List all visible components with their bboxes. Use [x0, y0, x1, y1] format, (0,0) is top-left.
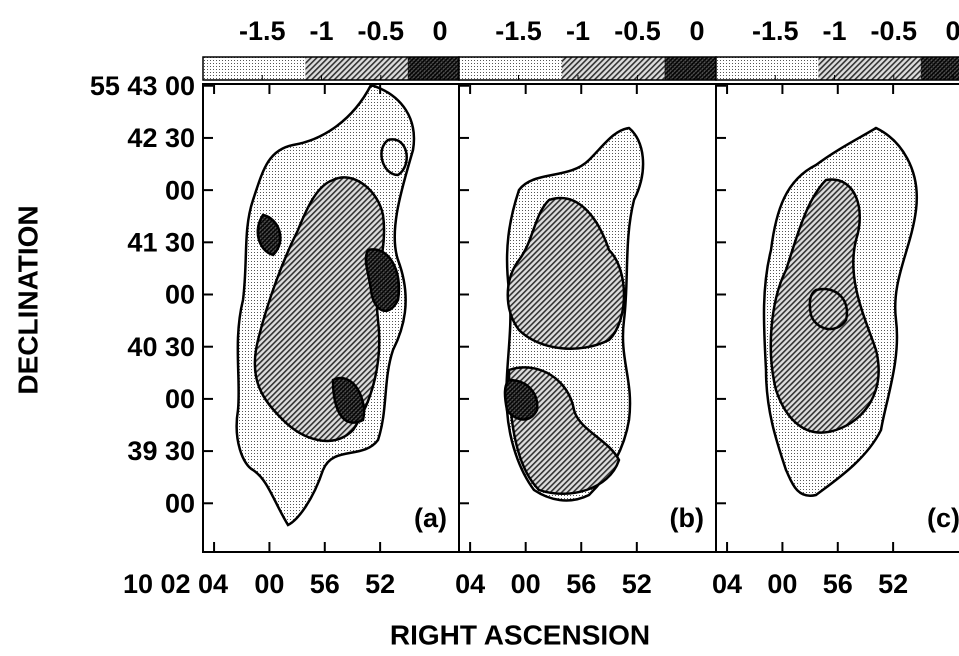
- colorbar-tick-label: -1: [823, 16, 847, 46]
- y-tick-label: 00: [165, 384, 195, 414]
- panel: -1.5 -1 -0.5 0 10 02 04 00 56 52 55 43 00 42 30 00…: [90, 16, 460, 599]
- y-tick-label: 41 30: [127, 227, 195, 257]
- colorbar-tick-label: 0: [433, 16, 448, 46]
- y-tick-label: 00: [165, 280, 195, 310]
- colorbar-tick-label: -0.5: [871, 16, 918, 46]
- contour-region: [506, 196, 626, 350]
- colorbar-segment: [203, 57, 255, 80]
- colorbar-segment: [561, 57, 614, 80]
- y-tick-label: 40 30: [127, 332, 195, 362]
- colorbar-segment: [407, 57, 460, 80]
- colorbar-tick-label: -1.5: [752, 16, 799, 46]
- x-tick-label: 04: [712, 569, 742, 599]
- contour-region: [253, 176, 386, 443]
- contour-region: [808, 287, 849, 331]
- colorbar-segment: [664, 57, 717, 80]
- colorbar-segment: [869, 57, 922, 80]
- colorbar-segment: [254, 57, 306, 80]
- panel-label: (a): [414, 503, 447, 533]
- panel: -1.5 -1 -0.5 0 04 00 56 52 (c): [712, 16, 959, 599]
- colorbar-segment: [920, 57, 959, 80]
- x-tick-label: 56: [566, 569, 596, 599]
- colorbar-segment: [356, 57, 409, 80]
- y-tick-label: 00: [165, 175, 195, 205]
- y-tick-label: 55 43 00: [90, 71, 195, 101]
- colorbar-tick-label: -1.5: [239, 16, 286, 46]
- colorbar-segment: [767, 57, 819, 80]
- colorbar-tick-label: 0: [689, 16, 704, 46]
- y-axis-title: DECLINATION: [12, 205, 43, 394]
- y-tick-label: 00: [165, 488, 195, 518]
- y-tick-label: 39 30: [127, 436, 195, 466]
- contour-region: [503, 378, 539, 421]
- panel-label: (c): [927, 503, 959, 533]
- x-tick-label: 56: [310, 569, 340, 599]
- contour-region: [380, 138, 408, 177]
- colorbar-segment: [305, 57, 358, 80]
- colorbar-tick-label: -1: [310, 16, 334, 46]
- x-tick-label: 00: [767, 569, 797, 599]
- colorbar-frame: [715, 56, 959, 81]
- contour-region: [256, 213, 282, 257]
- x-tick-label: 52: [622, 569, 652, 599]
- x-axis-title: RIGHT ASCENSION: [390, 619, 650, 650]
- x-tick-label: 04: [455, 569, 485, 599]
- x-tick-label: 52: [878, 569, 908, 599]
- x-tick-label: 00: [254, 569, 284, 599]
- x-tick-label: 52: [365, 569, 395, 599]
- x-tick-label: 56: [823, 569, 853, 599]
- colorbar-segment: [459, 57, 511, 80]
- x-tick-label: 00: [511, 569, 541, 599]
- contour-region: [364, 248, 401, 313]
- contour-region: [331, 376, 366, 424]
- colorbar-segment: [510, 57, 563, 80]
- colorbar-tick-label: -0.5: [614, 16, 661, 46]
- y-tick-label: 42 30: [127, 123, 195, 153]
- panel-label: (b): [670, 503, 704, 533]
- colorbar-segment: [716, 57, 768, 80]
- colorbar-segment: [613, 57, 666, 80]
- colorbar-segment: [818, 57, 871, 80]
- colorbar-tick-label: 0: [946, 16, 959, 46]
- panel-frame: [715, 83, 959, 553]
- colorbar-tick-label: -1: [566, 16, 590, 46]
- colorbar-tick-label: -1.5: [495, 16, 542, 46]
- panel: -1.5 -1 -0.5 0 04 00 56 52 (b): [455, 16, 717, 599]
- x-tick-label: 10 02 04: [123, 569, 228, 599]
- colorbar-tick-label: -0.5: [358, 16, 405, 46]
